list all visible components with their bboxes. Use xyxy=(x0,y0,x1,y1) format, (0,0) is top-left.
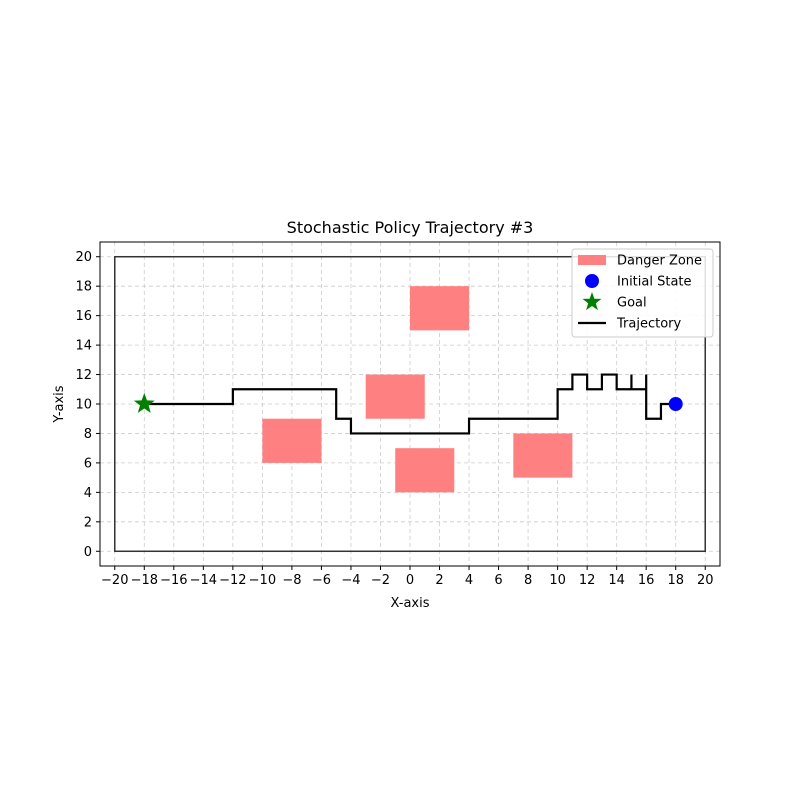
environment-boundary xyxy=(114,255,706,553)
x-axis-label: X-axis xyxy=(391,596,430,611)
x-tick-label: −4 xyxy=(341,573,360,588)
x-tick-label: 12 xyxy=(579,573,596,588)
legend-swatch-initial-state xyxy=(585,274,599,288)
danger-zone xyxy=(410,286,470,331)
legend-label-trajectory: Trajectory xyxy=(616,317,681,332)
y-tick-label: 18 xyxy=(75,280,92,295)
x-tick-label: 6 xyxy=(494,573,502,588)
x-tick-label: 10 xyxy=(549,573,566,588)
y-tick-label: 8 xyxy=(84,427,92,442)
y-tick-label: 10 xyxy=(75,398,92,413)
danger-zone xyxy=(513,433,573,478)
legend: Danger Zone Initial State Goal Trajectory xyxy=(571,248,714,338)
y-tick-label: 2 xyxy=(84,515,92,530)
danger-zone xyxy=(365,374,425,419)
y-tick-label: 14 xyxy=(75,339,92,354)
x-tick-label: 14 xyxy=(608,573,625,588)
initial-state-marker xyxy=(668,397,683,411)
x-tick-label: −14 xyxy=(190,573,217,588)
x-tick-label: −2 xyxy=(371,573,390,588)
x-tick-label: 8 xyxy=(524,573,532,588)
legend-label-initial-state: Initial State xyxy=(617,275,692,290)
x-tick-label: −10 xyxy=(249,573,276,588)
danger-zone xyxy=(395,448,455,493)
y-tick-label: 4 xyxy=(84,486,92,501)
x-tick-label: −20 xyxy=(101,573,128,588)
x-tick-label: 2 xyxy=(435,573,443,588)
x-tick-label: −8 xyxy=(282,573,301,588)
y-tick-label: 16 xyxy=(75,309,92,324)
x-tick-label: −16 xyxy=(160,573,187,588)
legend-swatch-danger-zone xyxy=(578,255,606,265)
y-tick-label: 6 xyxy=(84,456,92,471)
y-tick-label: 12 xyxy=(75,368,92,383)
legend-box xyxy=(571,248,714,338)
x-tick-label: 18 xyxy=(667,573,684,588)
x-tick-label: −12 xyxy=(219,573,246,588)
plot-area: −20 −18 −16 −14 −12 −10 −8 −6 −4 −2 0 2 4 6 8 10 12 14 16 1… xyxy=(75,241,721,588)
legend-label-goal: Goal xyxy=(617,296,647,311)
y-axis-label: Y-axis xyxy=(52,385,67,423)
x-tick-label: −6 xyxy=(312,573,331,588)
x-tick-label: 16 xyxy=(638,573,655,588)
x-tick-label: −18 xyxy=(131,573,158,588)
chart-title: Stochastic Policy Trajectory #3 xyxy=(287,218,534,237)
x-tick-label: 20 xyxy=(697,573,714,588)
x-tick-label: 0 xyxy=(406,573,414,588)
legend-label-danger-zone: Danger Zone xyxy=(617,254,702,269)
x-tick-label: 4 xyxy=(465,573,473,588)
danger-zone xyxy=(262,418,322,463)
legend-swatch-goal xyxy=(582,292,602,311)
y-tick-label: 20 xyxy=(75,250,92,265)
trajectory-line xyxy=(144,373,676,435)
goal-star-marker xyxy=(133,393,155,413)
y-tick-label: 0 xyxy=(84,545,92,560)
